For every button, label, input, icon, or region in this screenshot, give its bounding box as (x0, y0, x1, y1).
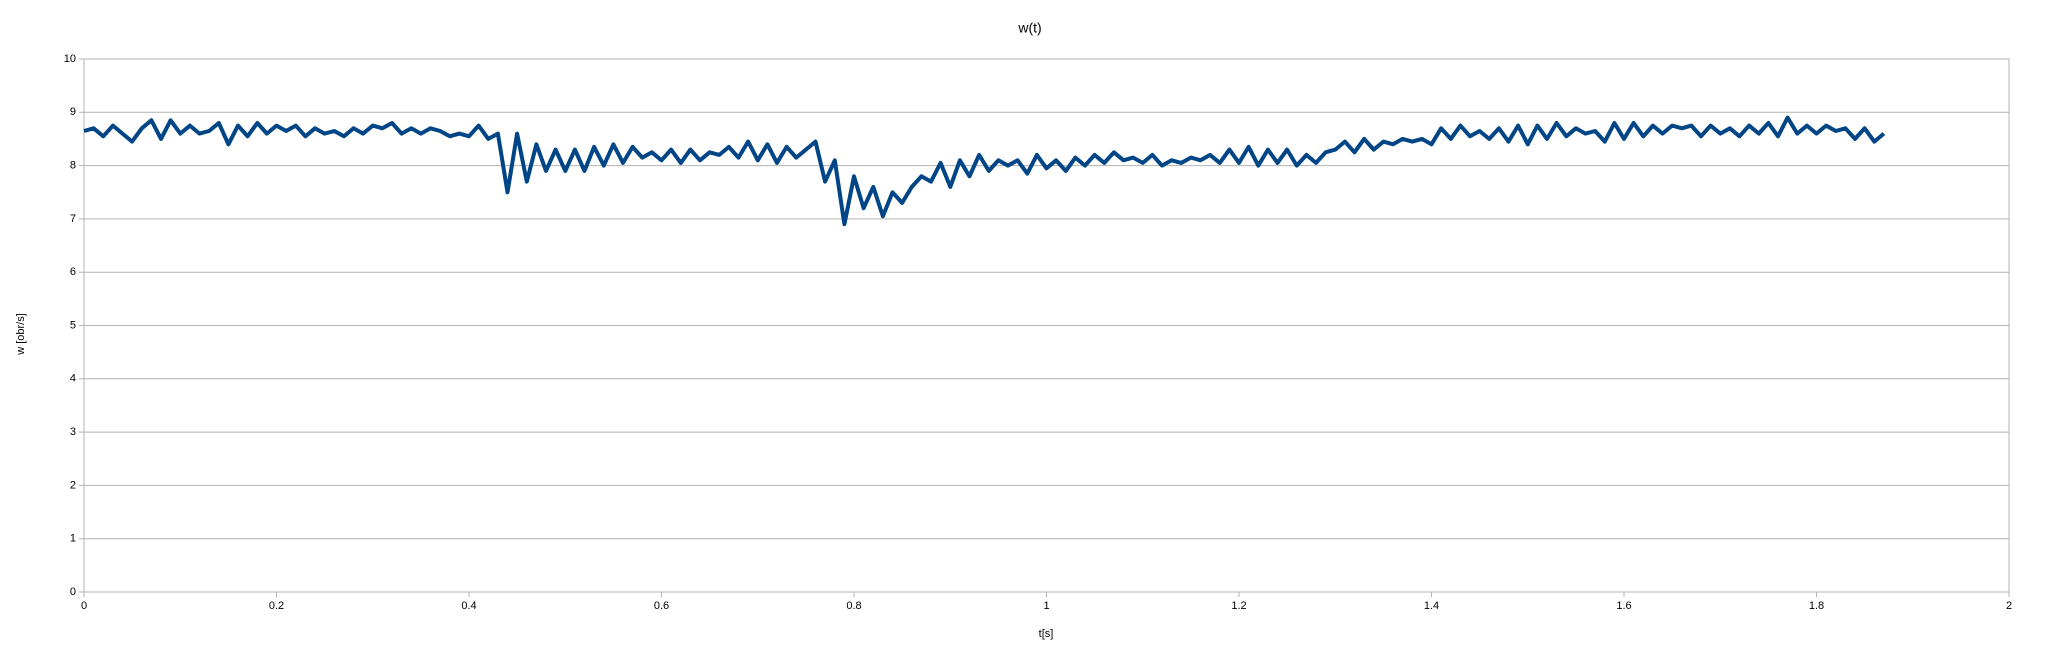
y-tick-label: 6 (70, 266, 76, 278)
x-tick-label: 0.4 (461, 600, 476, 612)
y-tick-label: 5 (70, 319, 76, 331)
x-tick-label: 0.8 (846, 600, 861, 612)
x-tick-label: 2 (2006, 600, 2012, 612)
chart-title: w(t) (1017, 20, 1041, 36)
x-tick-label: 0.2 (269, 600, 284, 612)
y-tick-label: 4 (70, 373, 76, 385)
x-tick-label: 1.4 (1424, 600, 1439, 612)
y-tick-label: 10 (64, 53, 76, 65)
x-tick-label: 1 (1043, 600, 1049, 612)
x-tick-label: 0.6 (654, 600, 669, 612)
y-tick-label: 3 (70, 426, 76, 438)
y-tick-label: 8 (70, 160, 76, 172)
x-tick-label: 0 (81, 600, 87, 612)
x-axis-label: t[s] (1039, 628, 1054, 640)
x-tick-label: 1.8 (1809, 600, 1824, 612)
x-tick-label: 1.6 (1616, 600, 1631, 612)
x-tick-label: 1.2 (1231, 600, 1246, 612)
y-tick-label: 0 (70, 586, 76, 598)
y-tick-label: 9 (70, 106, 76, 118)
y-tick-label: 2 (70, 479, 76, 491)
y-tick-label: 7 (70, 213, 76, 225)
data-line (83, 115, 1886, 227)
y-tick-label: 1 (70, 533, 76, 545)
y-axis-label: w [obr/s] (15, 313, 27, 356)
